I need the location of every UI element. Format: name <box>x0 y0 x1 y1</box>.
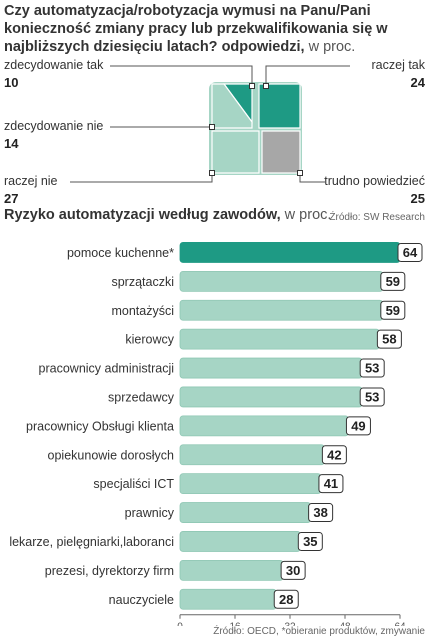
treemap-cell-zdecydowanie-nie <box>211 83 253 129</box>
treemap-marker-trudno-powiedziec <box>297 170 303 176</box>
bar-6 <box>179 415 349 437</box>
bar-4 <box>179 357 363 379</box>
treemap-label-raczej-tak: raczej tak <box>371 58 426 72</box>
treemap-leader-raczej-tak <box>265 65 350 86</box>
bar-label-4: pracownicy administracji <box>39 362 174 376</box>
bar-0 <box>179 242 401 263</box>
bar-label-3: kierowcy <box>125 333 174 347</box>
value-badge-0 <box>397 242 423 262</box>
bar-label-6: pracownicy Obsługi klienta <box>26 419 174 433</box>
bar-chart-title: Ryzyko automatyzacji według zawodów, w p… <box>4 207 331 223</box>
bar-label-1: sprzątaczki <box>111 275 174 289</box>
survey-question-text: Czy automatyzacja/robotyzacja wymusi na … <box>4 3 388 55</box>
treemap-label-zdecydowanie-nie: zdecydowanie nie <box>4 119 104 133</box>
value-label-8: 41 <box>324 476 338 491</box>
bar-11 <box>179 559 284 581</box>
treemap-leader-zdecydowanie-tak <box>110 65 253 86</box>
value-badge-4 <box>359 358 385 378</box>
bar-7 <box>179 444 325 466</box>
value-label-2: 59 <box>386 303 400 318</box>
bar-1 <box>179 270 384 292</box>
bar-label-12: nauczyciele <box>109 593 174 607</box>
bar-8 <box>179 473 322 495</box>
survey-source: Źródło: SW Research <box>329 212 425 223</box>
treemap-cell-raczej-nie <box>211 130 260 174</box>
value-badge-1 <box>380 271 406 291</box>
survey-question-unit: w proc. <box>308 39 356 55</box>
value-label-12: 28 <box>279 592 293 607</box>
value-label-3: 58 <box>382 332 396 347</box>
bar-chart-source: Źródło: OECD, *obieranie produktów, zmyw… <box>213 626 425 637</box>
value-badge-5 <box>359 387 385 407</box>
bar-label-0: pomoce kuchenne* <box>67 246 174 260</box>
bar-label-9: prawnicy <box>125 506 175 520</box>
value-badge-7 <box>321 445 347 465</box>
value-badge-10 <box>297 531 323 551</box>
treemap-leader-raczej-nie <box>70 173 213 183</box>
treemap-chart <box>70 65 350 183</box>
value-badge-6 <box>345 416 371 436</box>
treemap-marker-zdecydowanie-tak <box>249 83 255 89</box>
treemap-value-raczej-tak: 24 <box>410 75 425 90</box>
survey-question: Czy automatyzacja/robotyzacja wymusi na … <box>4 2 426 56</box>
bar-10 <box>179 531 301 552</box>
bar-label-2: montażyści <box>111 304 174 318</box>
treemap-marker-raczej-tak <box>263 83 269 89</box>
bar-chart-title-unit: w proc. <box>284 207 332 223</box>
bar-5 <box>179 386 363 408</box>
bar-label-11: prezesi, dyrektorzy firm <box>45 564 174 578</box>
treemap-value-zdecydowanie-tak: 10 <box>4 75 19 90</box>
bar-9 <box>179 502 312 523</box>
value-badge-11 <box>280 560 306 580</box>
value-badge-8 <box>318 474 344 494</box>
bar-label-8: specjaliści ICT <box>93 477 174 491</box>
bar-chart: pomoce kuchenne* 64 sprzątaczki 59 montażyśc… <box>9 242 423 626</box>
bar-12 <box>179 588 277 610</box>
value-badge-2 <box>380 300 406 320</box>
treemap-label-trudno-powiedziec: trudno powiedzieć <box>324 174 425 188</box>
treemap-label-zdecydowanie-tak: zdecydowanie tak <box>4 58 104 72</box>
value-label-0: 64 <box>403 245 418 260</box>
value-label-1: 59 <box>386 274 400 289</box>
treemap-marker-raczej-nie <box>209 170 215 176</box>
bar-label-10: lekarze, pielęgniarki,laboranci <box>9 535 174 549</box>
value-label-5: 53 <box>365 389 379 404</box>
treemap-label-raczej-nie: raczej nie <box>4 174 58 188</box>
treemap-value-trudno-powiedziec: 25 <box>410 191 425 206</box>
bar-label-7: opiekunowie dorosłych <box>48 448 175 462</box>
bar-label-5: sprzedawcy <box>108 390 175 404</box>
bar-3 <box>179 328 380 350</box>
x-tick-label-0: 0 <box>177 622 183 626</box>
x-tick-label-2: 32 <box>284 622 296 626</box>
bar-chart-title-text: Ryzyko automatyzacji według zawodów, <box>4 207 281 223</box>
value-label-6: 49 <box>351 418 365 433</box>
value-badge-12 <box>273 589 299 609</box>
treemap-cell-trudno-powiedziec <box>261 130 301 174</box>
value-badge-9 <box>308 503 334 523</box>
x-tick-label-1: 16 <box>229 622 241 626</box>
x-tick-label-3: 48 <box>339 622 351 626</box>
treemap-leader-trudno-powiedziec <box>299 173 325 183</box>
value-label-4: 53 <box>365 361 379 376</box>
treemap-cell-raczej-tak <box>258 83 301 129</box>
bar-2 <box>179 299 384 321</box>
value-badge-3 <box>376 329 402 349</box>
value-label-10: 35 <box>303 534 317 549</box>
x-tick-label-4: 64 <box>394 622 406 626</box>
value-label-7: 42 <box>327 447 341 462</box>
value-label-11: 30 <box>286 563 300 578</box>
treemap-marker-zdecydowanie-nie <box>209 124 215 130</box>
treemap-value-raczej-nie: 27 <box>4 191 19 206</box>
treemap-value-zdecydowanie-nie: 14 <box>4 136 19 151</box>
value-label-9: 38 <box>313 505 327 520</box>
